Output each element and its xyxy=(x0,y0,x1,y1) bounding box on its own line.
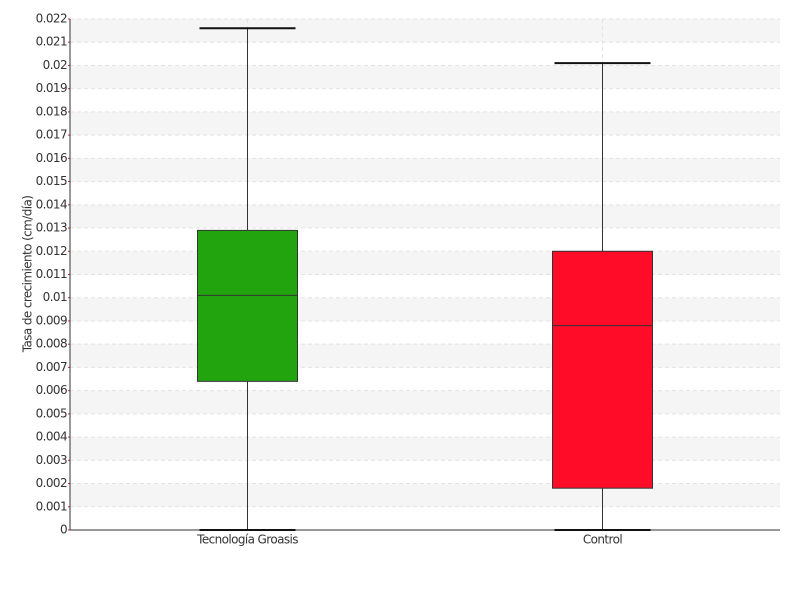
y-tick-label: 0.022 xyxy=(36,12,67,26)
y-tick-label: 0.017 xyxy=(36,128,67,142)
y-tick-label: 0.005 xyxy=(36,406,67,420)
y-tick-label: 0.008 xyxy=(36,337,67,351)
y-tick-label: 0.009 xyxy=(36,313,67,327)
y-tick-label: 0.016 xyxy=(36,151,67,165)
x-tick-label: Tecnología Groasis xyxy=(196,533,298,547)
grid-band xyxy=(70,390,780,414)
y-tick-label: 0.01 xyxy=(43,290,67,304)
y-axis-label: Tasa de crecimiento (cm/día) xyxy=(21,196,35,354)
box xyxy=(552,250,653,489)
y-tick-label: 0.014 xyxy=(36,197,67,211)
grid-band xyxy=(70,65,780,89)
y-tick-label: 0.004 xyxy=(36,430,67,444)
y-tick-label: 0.015 xyxy=(36,174,67,188)
y-tick-label: 0.013 xyxy=(36,221,67,235)
y-tick-label: 0.002 xyxy=(36,476,67,490)
y-tick-label: 0.019 xyxy=(36,81,67,95)
grid-band xyxy=(70,483,780,507)
y-tick-label: 0.003 xyxy=(36,453,67,467)
grid-band xyxy=(70,251,780,275)
x-tick-label: Control xyxy=(583,533,622,547)
box xyxy=(197,229,298,382)
grid-band xyxy=(70,344,780,368)
y-tick-label: 0.012 xyxy=(36,244,67,258)
grid-band xyxy=(70,111,780,136)
grid-band xyxy=(70,204,780,229)
grid-band xyxy=(70,297,780,321)
y-tick-label: 0.011 xyxy=(36,267,67,281)
y-tick-label: 0.021 xyxy=(36,35,67,49)
y-tick-label: 0.018 xyxy=(36,104,67,118)
y-tick-label: 0.001 xyxy=(36,499,67,513)
grid-band xyxy=(70,158,780,182)
grid-band xyxy=(70,437,780,461)
y-tick-label: 0 xyxy=(60,523,67,537)
y-tick-label: 0.007 xyxy=(36,360,67,374)
grid-band xyxy=(70,19,780,43)
y-tick-label: 0.02 xyxy=(43,58,67,72)
y-tick-label: 0.006 xyxy=(36,383,67,397)
